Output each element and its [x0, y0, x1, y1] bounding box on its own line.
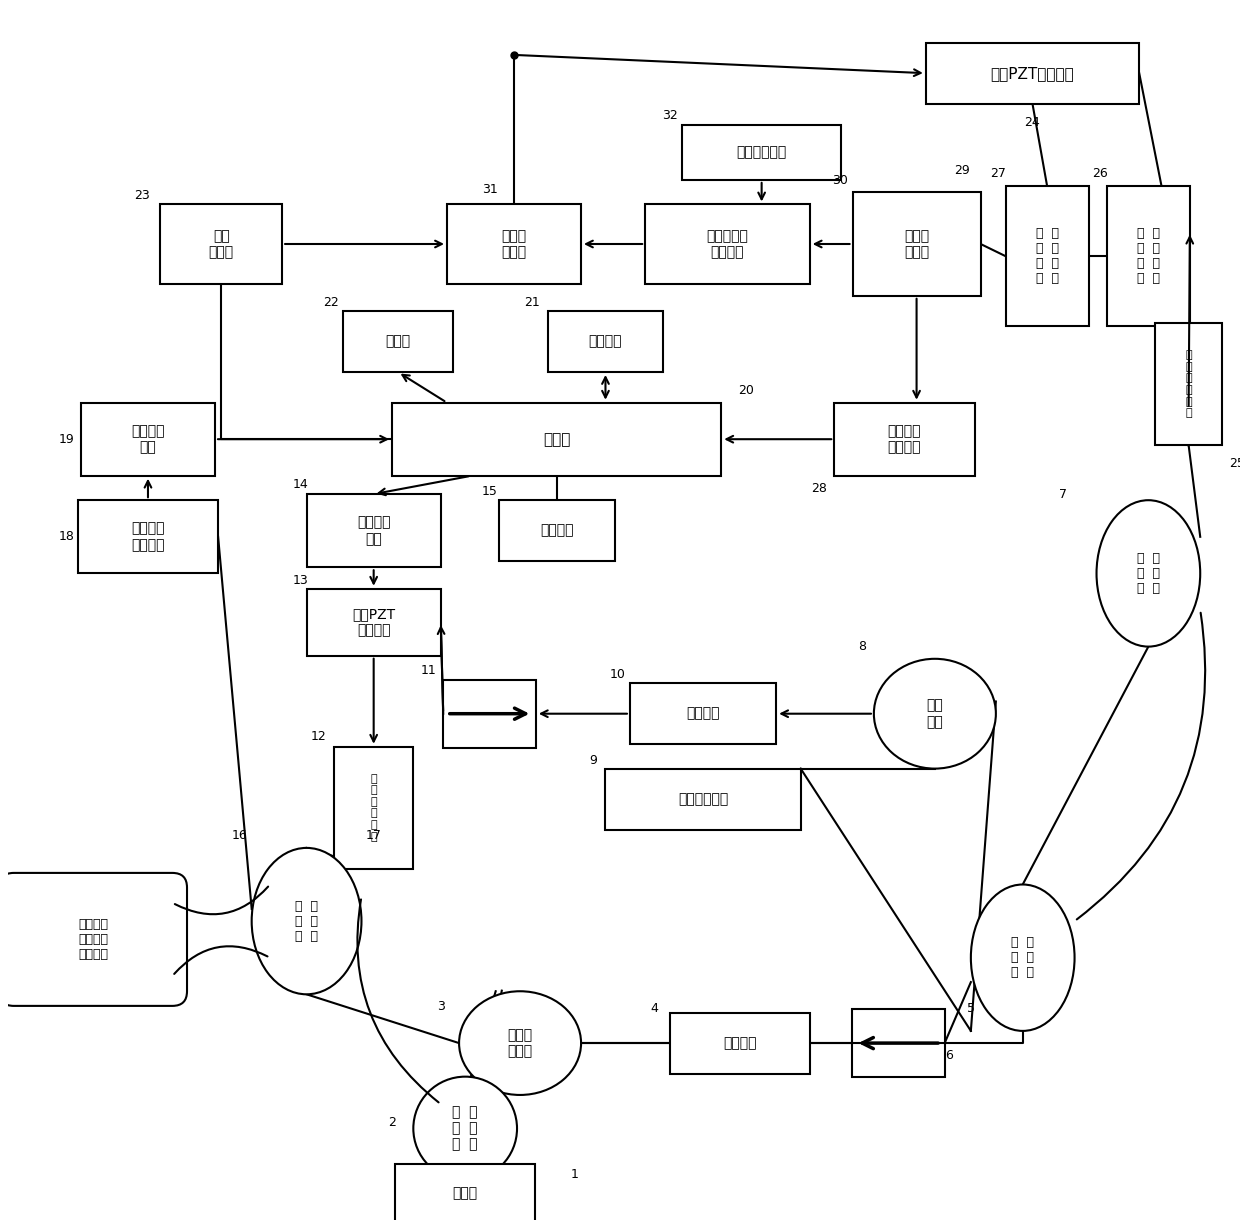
Text: 21: 21 — [525, 296, 541, 309]
Text: 25: 25 — [1230, 458, 1240, 470]
FancyBboxPatch shape — [548, 311, 663, 372]
Text: 第一PZT
驱动电路: 第一PZT 驱动电路 — [352, 608, 396, 637]
Text: 泵浦源: 泵浦源 — [453, 1186, 477, 1200]
Text: 基准电压电路: 基准电压电路 — [737, 145, 786, 160]
Text: 布拉格光栅组: 布拉格光栅组 — [678, 792, 728, 806]
FancyBboxPatch shape — [1107, 185, 1190, 326]
Text: 32: 32 — [662, 110, 678, 122]
Text: 18: 18 — [58, 531, 74, 543]
FancyBboxPatch shape — [81, 403, 215, 476]
Text: 19: 19 — [58, 433, 74, 445]
FancyBboxPatch shape — [835, 403, 975, 476]
Text: 26: 26 — [1091, 167, 1107, 179]
Ellipse shape — [459, 991, 582, 1096]
FancyBboxPatch shape — [334, 747, 413, 869]
Text: 自适应幅度
归一电路: 自适应幅度 归一电路 — [707, 229, 749, 259]
Text: 27: 27 — [991, 167, 1006, 179]
FancyBboxPatch shape — [630, 683, 776, 744]
Text: 第一光电
转换电路: 第一光电 转换电路 — [131, 522, 165, 551]
FancyBboxPatch shape — [396, 1164, 536, 1220]
FancyBboxPatch shape — [443, 680, 536, 748]
FancyBboxPatch shape — [605, 769, 801, 830]
Text: 串口通信: 串口通信 — [589, 334, 622, 349]
Text: 无水乙醇
填充光子
晶体光纤: 无水乙醇 填充光子 晶体光纤 — [78, 917, 108, 961]
Ellipse shape — [874, 659, 996, 769]
Text: 17: 17 — [366, 830, 382, 842]
Text: 第
一
压
电
陶
瓷: 第 一 压 电 陶 瓷 — [371, 773, 377, 842]
Text: 模数转换
电路: 模数转换 电路 — [131, 425, 165, 454]
Text: 光波分
复用器: 光波分 复用器 — [507, 1028, 533, 1058]
Text: 3: 3 — [436, 1000, 445, 1013]
Text: 23: 23 — [134, 189, 150, 201]
FancyBboxPatch shape — [306, 494, 440, 567]
Ellipse shape — [413, 1077, 517, 1181]
Text: 数模转换
电路: 数模转换 电路 — [357, 516, 391, 545]
FancyBboxPatch shape — [926, 43, 1140, 104]
Text: 光滤波器: 光滤波器 — [686, 706, 720, 721]
Text: 2: 2 — [388, 1116, 396, 1128]
FancyBboxPatch shape — [392, 403, 722, 476]
FancyBboxPatch shape — [343, 311, 453, 372]
FancyBboxPatch shape — [645, 204, 810, 283]
Text: 掺钇光纤: 掺钇光纤 — [723, 1036, 756, 1050]
Text: 显示屏: 显示屏 — [386, 334, 410, 349]
Text: 耦  第
合  二
器  光: 耦 第 合 二 器 光 — [295, 899, 319, 943]
Text: 20: 20 — [738, 384, 754, 396]
Text: 函数变
换电路: 函数变 换电路 — [904, 229, 929, 259]
Text: 13: 13 — [293, 575, 309, 587]
FancyBboxPatch shape — [160, 204, 283, 283]
Text: 第二光电
转换电路: 第二光电 转换电路 — [888, 425, 921, 454]
Text: 28: 28 — [811, 482, 827, 494]
Text: 第二PZT驱动电路: 第二PZT驱动电路 — [991, 66, 1074, 81]
Text: 相位比
较电路: 相位比 较电路 — [501, 229, 527, 259]
FancyBboxPatch shape — [0, 874, 187, 1005]
FancyBboxPatch shape — [446, 204, 582, 283]
FancyBboxPatch shape — [682, 124, 841, 181]
Text: 31: 31 — [481, 183, 497, 195]
Ellipse shape — [1096, 500, 1200, 647]
Text: 单片机: 单片机 — [543, 432, 570, 447]
Text: 光环
行器: 光环 行器 — [926, 699, 944, 728]
FancyBboxPatch shape — [670, 1013, 810, 1074]
Text: 22: 22 — [324, 296, 339, 309]
Text: 6: 6 — [946, 1049, 954, 1061]
Text: 11: 11 — [420, 665, 436, 677]
FancyBboxPatch shape — [1156, 323, 1223, 445]
Text: 第
二
压
电
陶
瓷: 第 二 压 电 陶 瓷 — [1185, 350, 1192, 418]
FancyBboxPatch shape — [78, 500, 218, 573]
Text: 7: 7 — [1059, 488, 1066, 500]
Text: 12: 12 — [311, 731, 326, 743]
Text: 第  第
旋  一
转  法
镜  拉: 第 第 旋 一 转 法 镜 拉 — [1137, 227, 1159, 285]
Text: 15: 15 — [481, 486, 497, 498]
Text: 5: 5 — [967, 1003, 976, 1015]
Text: 16: 16 — [232, 830, 247, 842]
Text: 输入按键: 输入按键 — [539, 523, 573, 538]
Text: 24: 24 — [1024, 116, 1040, 128]
Text: 8: 8 — [858, 640, 866, 653]
Text: 29: 29 — [954, 165, 970, 177]
FancyBboxPatch shape — [853, 192, 981, 295]
Text: 1: 1 — [572, 1169, 579, 1181]
Text: 14: 14 — [293, 478, 309, 490]
FancyBboxPatch shape — [852, 1009, 945, 1077]
Text: 可控
频率源: 可控 频率源 — [208, 229, 233, 259]
Text: 耦  第
合  三
器  光: 耦 第 合 三 器 光 — [1011, 936, 1034, 980]
Text: 耦  第
合  一
器  光: 耦 第 合 一 器 光 — [453, 1105, 477, 1152]
Text: 9: 9 — [589, 754, 598, 766]
Ellipse shape — [971, 884, 1075, 1031]
Text: 30: 30 — [832, 174, 848, 187]
Text: 4: 4 — [650, 1003, 658, 1015]
Text: 10: 10 — [610, 669, 626, 681]
Text: 耦  第
合  四
器  光: 耦 第 合 四 器 光 — [1137, 551, 1159, 595]
Ellipse shape — [252, 848, 362, 994]
FancyBboxPatch shape — [1006, 185, 1089, 326]
FancyBboxPatch shape — [498, 500, 615, 561]
FancyBboxPatch shape — [306, 589, 440, 656]
Text: 第  第
旋  二
转  法
镜  拉: 第 第 旋 二 转 法 镜 拉 — [1035, 227, 1059, 285]
